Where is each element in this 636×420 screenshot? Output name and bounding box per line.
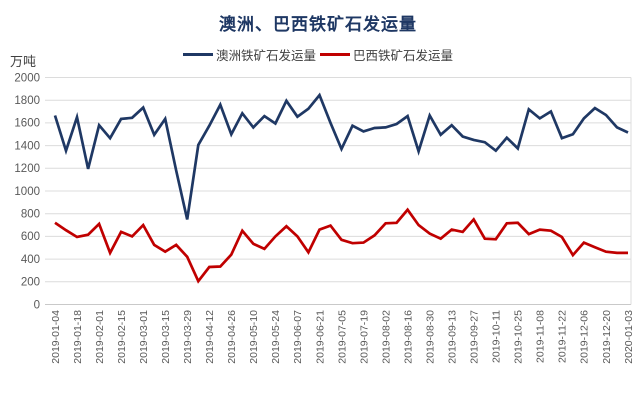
x-tick-label: 2019-01-04 (50, 310, 62, 364)
x-tick-label: 2019-07-05 (336, 310, 348, 364)
x-tick-label: 2019-06-07 (292, 310, 304, 364)
legend-swatch-australia-line (182, 53, 213, 56)
x-tick-label: 2019-02-15 (116, 310, 128, 364)
x-tick-label: 2019-11-22 (557, 310, 569, 363)
x-tick-label: 2019-10-11 (491, 310, 503, 363)
x-tick-label: 2019-11-08 (535, 310, 547, 363)
x-tick-label: 2019-09-27 (469, 310, 481, 364)
x-tick-label: 2019-03-01 (138, 310, 150, 364)
x-tick-label: 2019-03-29 (182, 310, 194, 364)
y-tick-label: 1400 (14, 140, 40, 152)
y-tick-label: 1600 (14, 118, 40, 130)
legend: 澳洲铁矿石发运量 巴西铁矿石发运量 (0, 45, 636, 64)
legend-swatch-brazil-line (320, 53, 350, 56)
x-tick-label: 2019-07-19 (358, 310, 370, 364)
x-tick-label: 2019-08-02 (380, 310, 392, 364)
x-tick-label: 2019-08-16 (402, 310, 414, 364)
x-tick-label: 2019-06-21 (314, 310, 326, 364)
x-tick-label: 2020-01-03 (623, 310, 635, 364)
y-tick-label: 1000 (14, 186, 40, 198)
x-tick-label: 2019-12-06 (579, 310, 591, 364)
series-line-brazil (54, 207, 628, 284)
series-line-australia (53, 92, 629, 220)
legend-label-brazil: 巴西铁矿石发运量 (353, 49, 454, 63)
legend-item-brazil: 巴西铁矿石发运量 (320, 45, 453, 64)
legend-label-australia: 澳洲铁矿石发运量 (215, 49, 316, 63)
x-tick-label: 2019-10-25 (513, 310, 525, 364)
y-tick-label: 1800 (14, 95, 40, 107)
y-tick-label: 200 (21, 277, 40, 289)
y-tick-label: 800 (21, 209, 40, 221)
x-tick-label: 2019-08-30 (424, 310, 436, 364)
x-tick-label: 2019-05-24 (270, 310, 282, 364)
y-tick-label: 2000 (14, 72, 40, 84)
x-tick-label: 2019-05-10 (248, 310, 260, 364)
y-tick-label: 1200 (14, 163, 40, 175)
x-tick-label: 2019-03-15 (160, 310, 172, 364)
legend-item-australia: 澳洲铁矿石发运量 (182, 45, 316, 64)
x-tick-label: 2019-09-13 (446, 310, 458, 364)
y-tick-label: 0 (34, 299, 40, 311)
y-tick-label: 600 (21, 231, 40, 243)
chart-title: 澳洲、巴西铁矿石发运量 (219, 15, 417, 34)
y-tick-label: 400 (21, 254, 40, 266)
x-tick-label: 2019-04-12 (204, 310, 216, 364)
x-tick-label: 2019-01-18 (72, 310, 84, 364)
x-tick-label: 2019-12-20 (601, 310, 613, 364)
x-tick-label: 2019-04-26 (226, 310, 238, 364)
x-tick-label: 2019-02-01 (94, 310, 106, 364)
y-axis-unit-label: 万吨 (10, 54, 37, 69)
